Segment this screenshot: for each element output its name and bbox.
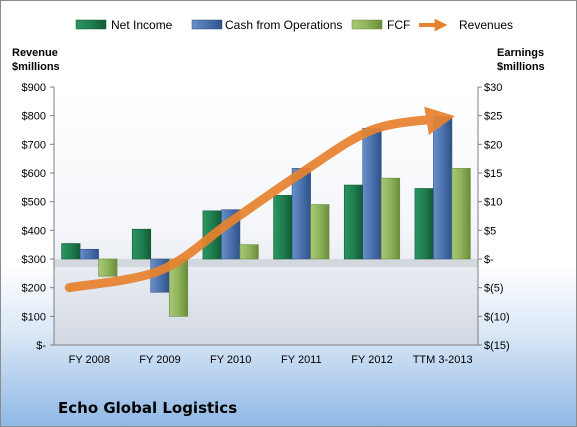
left-axis-ticks: $- $100 $200 $300 $400 $500 $600 $700 $800 $900	[22, 82, 54, 352]
plot-area	[54, 87, 478, 345]
left-tick-label: $300	[22, 254, 46, 266]
bar-net-income	[414, 188, 434, 260]
legend-swatch-fcf	[351, 19, 383, 30]
revenue-arrow-series	[64, 106, 455, 293]
right-tick-label: $(10)	[484, 311, 510, 323]
revenue-line	[64, 106, 455, 293]
left-tick-label: $500	[22, 197, 46, 209]
category-label: FY 2010	[210, 354, 251, 366]
right-tick-label: $5	[484, 225, 496, 237]
bars	[61, 116, 471, 317]
left-tick-label: $700	[22, 139, 46, 151]
left-tick-label: $900	[22, 82, 46, 94]
company-name: Echo Global Logistics	[58, 399, 238, 417]
bar-cash-from-operations	[433, 116, 453, 260]
legend-label-cash-from-operations: Cash from Operations	[225, 18, 342, 32]
category-labels: FY 2008 FY 2009 FY 2010 FY 2011 FY 2012 TTM 3…	[69, 354, 473, 366]
bar-fcf	[239, 244, 259, 260]
legend-label-net-income: Net Income	[111, 18, 173, 32]
bar-cash-from-operations	[79, 248, 99, 260]
category-label: FY 2011	[281, 354, 322, 366]
category-label: FY 2008	[69, 354, 110, 366]
left-tick-label: $600	[22, 168, 46, 180]
right-axis-title-line1: Earnings	[497, 47, 544, 59]
bar-net-income	[131, 228, 152, 260]
left-tick-label: $800	[22, 111, 46, 123]
right-tick-label: $20	[484, 139, 502, 151]
right-tick-label: $30	[484, 82, 502, 94]
left-tick-label: $100	[22, 311, 46, 323]
left-tick-label: $200	[22, 283, 46, 295]
right-axis-ticks: $(15) $(10) $(5) $- $5 $10 $15 $20 $25 $30	[478, 82, 510, 352]
zero-floor	[54, 259, 478, 267]
legend-label-revenues: Revenues	[459, 18, 513, 32]
bar-fcf	[98, 258, 118, 277]
left-axis-title-line1: Revenue	[12, 47, 58, 59]
bar-fcf	[310, 204, 330, 260]
right-tick-label: $-	[484, 254, 494, 266]
right-tick-label: $15	[484, 168, 502, 180]
right-tick-label: $(5)	[484, 283, 504, 295]
left-tick-label: $-	[36, 340, 46, 352]
category-label: FY 2009	[139, 354, 180, 366]
legend-swatch-cash-from-operations	[191, 19, 223, 30]
right-tick-label: $25	[484, 111, 502, 123]
bar-net-income	[273, 195, 293, 260]
legend: Net Income Cash from Operations FCF Reve…	[75, 18, 513, 32]
bar-net-income	[343, 184, 364, 260]
left-axis-title-line2: $millions	[12, 61, 60, 73]
bar-fcf	[451, 168, 471, 260]
right-tick-label: $10	[484, 197, 502, 209]
category-label: TTM 3-2013	[413, 354, 473, 366]
left-tick-label: $400	[22, 225, 46, 237]
right-axis-title-line2: $millions	[497, 61, 545, 73]
bar-cash-from-operations	[362, 127, 382, 260]
legend-label-fcf: FCF	[387, 18, 410, 32]
bar-net-income	[61, 243, 81, 260]
category-label: FY 2012	[351, 354, 392, 366]
legend-swatch-net-income	[75, 19, 107, 30]
right-tick-label: $(15)	[484, 340, 510, 352]
bar-fcf	[380, 177, 401, 260]
